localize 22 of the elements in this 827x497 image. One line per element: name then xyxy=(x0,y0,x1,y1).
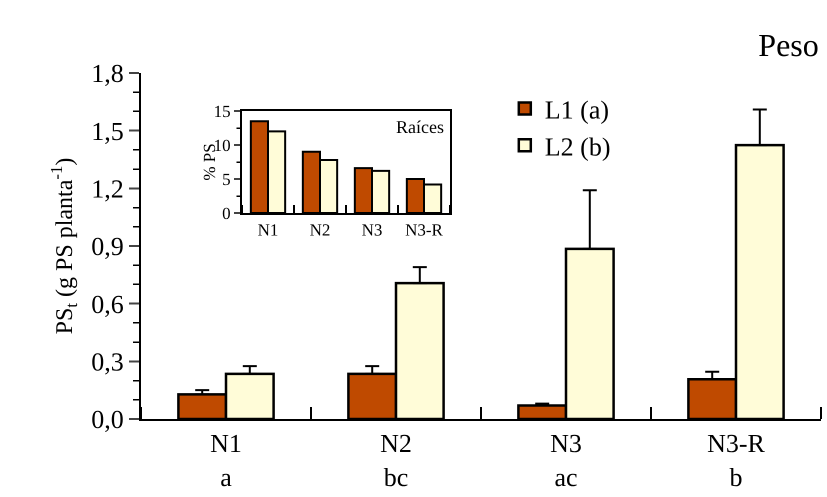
y-tick-label: 0,9 xyxy=(91,232,124,262)
legend-label: L1 (a) xyxy=(544,96,610,125)
x-tick-label: N3 xyxy=(362,220,382,240)
x-tick-label: N3 ac xyxy=(550,429,582,492)
x-tick-label: N3-R b xyxy=(707,429,766,492)
x-tick-label: N1 a xyxy=(210,429,242,492)
y-tick-label: 0 xyxy=(222,204,231,223)
y-tick-label: 5 xyxy=(222,170,231,189)
y-tick-label: 0,0 xyxy=(91,405,124,434)
annotation: Raíces xyxy=(396,117,444,137)
y-tick-label: 1,5 xyxy=(91,116,124,146)
y-tick-label: 1,8 xyxy=(91,59,124,88)
x-tick-label: N3-R xyxy=(405,220,444,240)
legend-label: L2 (b) xyxy=(544,132,611,162)
y-tick-label: 0,6 xyxy=(91,290,124,319)
x-tick-label: N1 xyxy=(258,220,278,240)
chart-title: Peso xyxy=(758,26,819,63)
y-tick-label: 15 xyxy=(214,102,231,121)
x-tick-label: N2 xyxy=(310,220,330,240)
y-tick-label: 0,3 xyxy=(91,347,124,376)
y-tick-label: 1,2 xyxy=(91,174,124,204)
x-tick-label: N2 bc xyxy=(380,429,412,492)
